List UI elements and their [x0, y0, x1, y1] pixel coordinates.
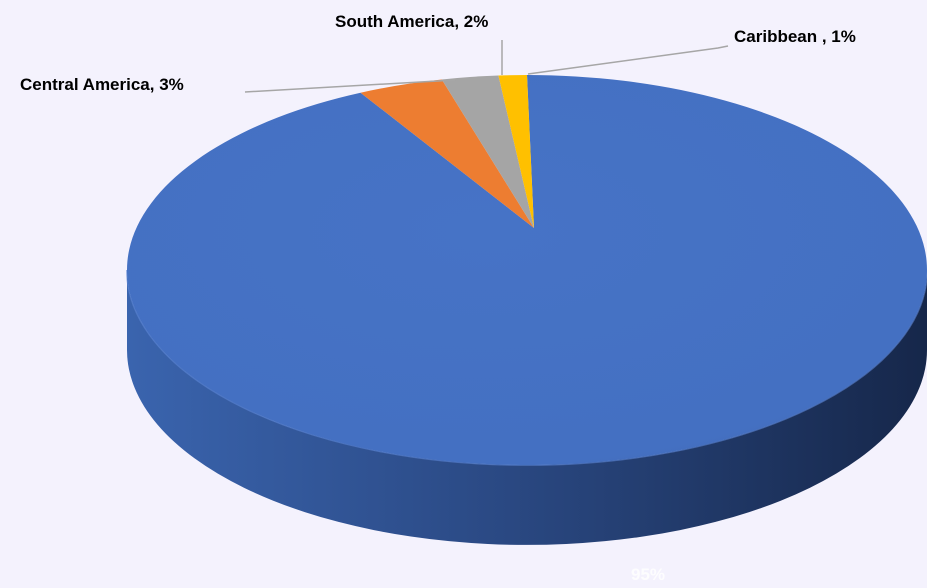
- data-label-main: 95%: [631, 565, 665, 584]
- data-label-south-america: South America, 2%: [335, 12, 488, 31]
- slice-central-america: [360, 79, 534, 228]
- data-labels: Central America, 3% South America, 2% Cari…: [20, 12, 856, 584]
- pie-slices: [127, 75, 927, 465]
- leader-lines: [244, 40, 729, 93]
- data-label-caribbean: Caribbean , 1%: [734, 27, 856, 46]
- slice-south-america: [441, 75, 534, 228]
- leader-line-caribbean: [527, 45, 729, 75]
- slice-caribbean: [498, 75, 534, 228]
- data-label-central-america: Central America, 3%: [20, 75, 184, 94]
- slice-main: [127, 75, 927, 465]
- pie-side-surface: [127, 270, 927, 545]
- leader-line-central-america: [244, 79, 456, 93]
